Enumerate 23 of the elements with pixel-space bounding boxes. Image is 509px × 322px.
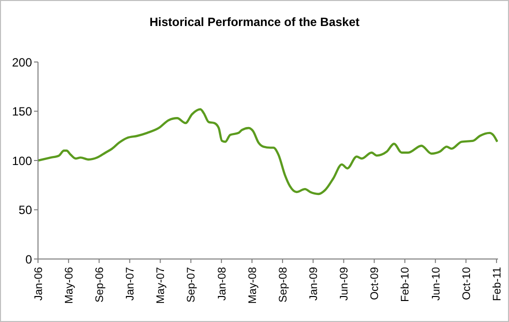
x-tick-label: Jan-08: [216, 267, 228, 301]
x-tick-label: Oct-10: [460, 267, 473, 300]
x-tick-label: Jan-09: [308, 267, 320, 301]
y-tick-label: 100: [12, 154, 32, 168]
x-tick-label: Feb-11: [491, 267, 504, 302]
x-tick-label: Jun-09: [338, 267, 351, 301]
x-tick-label: Jun-10: [430, 267, 442, 301]
x-tick-label: Oct-09: [369, 267, 382, 300]
chart-title: Historical Performance of the Basket: [148, 15, 361, 29]
x-tick-label: May-06: [63, 267, 76, 304]
x-tick-label: Sep-07: [186, 267, 198, 302]
y-tick-label: 200: [12, 55, 32, 70]
y-tick-label: 0: [25, 252, 32, 266]
x-tick-label: Sep-08: [277, 267, 290, 302]
x-tick-label: Jan-07: [124, 267, 137, 301]
x-tick-label: Jan-06: [32, 267, 45, 301]
x-tick-label: May-08: [246, 267, 259, 304]
x-tick-label: Feb-10: [400, 267, 412, 302]
x-tick-label: Sep-06: [94, 267, 106, 302]
y-tick-label: 50: [18, 203, 32, 218]
line-series: [38, 108, 498, 196]
x-tick-label: May-07: [155, 267, 168, 304]
y-tick-label: 150: [12, 104, 32, 119]
